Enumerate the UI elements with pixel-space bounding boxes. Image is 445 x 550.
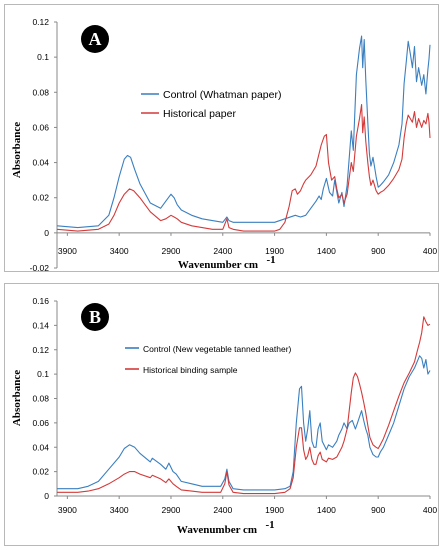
x-tick-label-b: 1400 [317,505,336,515]
chart-panel-a: -0.02 0 0.02 0.04 0.06 0.08 0.1 0.12 3900 3400 290… [4,4,439,272]
x-tick-label-a: 400 [423,246,437,256]
y-tick-label-b: 0.12 [32,345,49,355]
y-tick-label-a: 0.08 [32,87,49,97]
x-tick-label-a: 3400 [110,246,129,256]
chart-b-svg: 0 0.02 0.04 0.06 0.08 0.1 0.12 0.14 0.16 3900 3400… [11,296,437,536]
series-line-a-1 [56,35,431,229]
x-tick-label-a: 2400 [213,246,232,256]
series-line-b-1 [57,355,431,491]
legend-label-a-1: Control (Whatman paper) [163,89,281,101]
y-tick-label-b: 0 [44,491,49,501]
y-tick-label-a: 0.06 [32,122,49,132]
y-tick-label-b: 0.06 [32,418,49,428]
legend-label-b-2: Historical binding sample [143,365,238,375]
x-tick-label-b: 3400 [110,505,129,515]
x-tick-label-a: 1900 [265,246,284,256]
y-tick-label-a: 0.04 [32,158,49,168]
panel-badge-label-b: B [89,307,101,327]
legend-label-b-1: Control (New vegetable tanned leather) [143,344,292,354]
x-axis-label-superscript-a: -1 [267,254,276,266]
x-tick-label-a: 2900 [162,246,181,256]
chart-panel-b: 0 0.02 0.04 0.06 0.08 0.1 0.12 0.14 0.16 3900 3400… [4,283,439,546]
y-tick-label-b: 0.02 [32,467,49,477]
y-tick-label-a: 0.02 [32,193,49,203]
series-line-a-2 [56,104,431,232]
x-tick-label-a: 3900 [58,246,77,256]
y-axis-label-a: Absorbance [11,122,23,178]
x-axis-label-b: Wavenumber cm [177,524,257,536]
y-axis-label-b: Absorbance [11,370,23,426]
x-tick-label-b: 400 [423,505,437,515]
x-tick-label-b: 900 [371,505,385,515]
panel-badge-label-a: A [89,29,102,49]
y-tick-label-a: -0.02 [30,263,50,271]
x-axis-label-a: Wavenumber cm [178,259,258,271]
y-tick-label-b: 0.04 [32,442,49,452]
y-tick-label-a: 0.12 [32,17,49,27]
series-line-b-2 [57,316,431,495]
x-tick-label-a: 1400 [317,246,336,256]
y-tick-label-b: 0.08 [32,394,49,404]
x-tick-label-a: 900 [371,246,385,256]
x-tick-label-b: 2900 [162,505,181,515]
x-tick-label-b: 3900 [58,505,77,515]
legend-label-a-2: Historical paper [163,108,236,120]
y-tick-label-a: 0 [44,228,49,238]
x-axis-label-superscript-b: -1 [266,519,275,531]
chart-a-svg: -0.02 0 0.02 0.04 0.06 0.08 0.1 0.12 3900 3400 290… [11,17,437,271]
panel-badge-a [81,25,109,53]
panel-badge-b [81,303,109,331]
x-tick-label-b: 1900 [265,505,284,515]
y-tick-label-b: 0.1 [37,369,49,379]
y-tick-label-b: 0.14 [32,320,49,330]
y-tick-label-a: 0.1 [37,52,49,62]
x-tick-label-b: 2400 [213,505,232,515]
y-tick-label-b: 0.16 [32,296,49,306]
